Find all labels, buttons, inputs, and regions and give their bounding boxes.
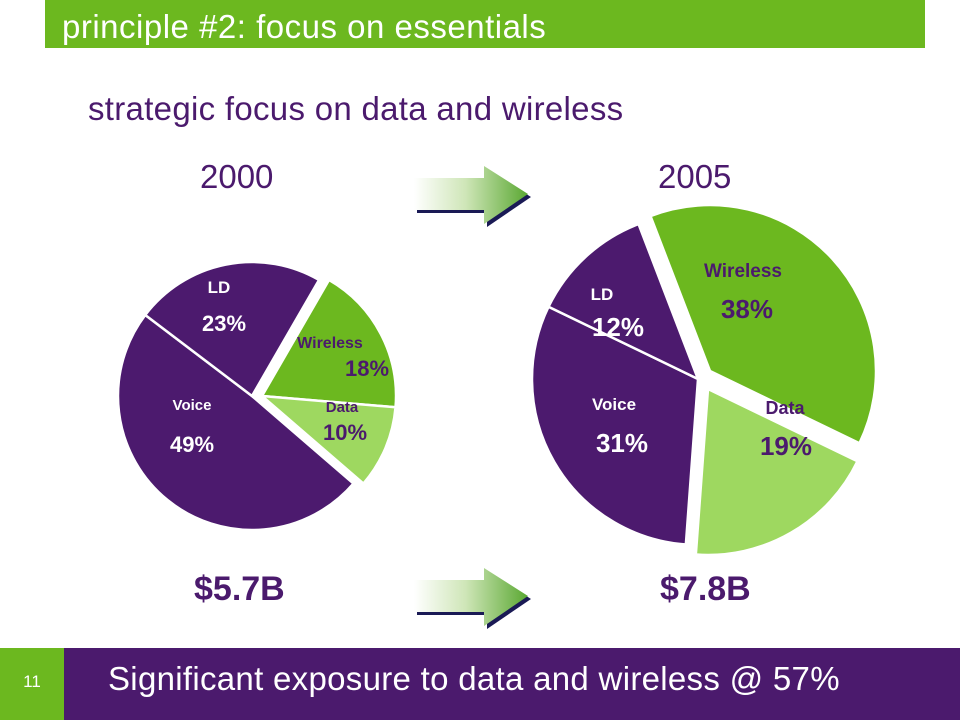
- pie-slice-wireless: [648, 203, 878, 445]
- takeaway-bar: [0, 648, 960, 720]
- slide-subtitle: strategic focus on data and wireless: [88, 90, 624, 127]
- slice-label-data: Data: [326, 399, 359, 416]
- arrow-right-icon: [414, 166, 531, 227]
- pie-slice-data: [258, 394, 397, 486]
- slice-value-data: 10%: [323, 420, 367, 445]
- slice-value-ld: 23%: [202, 311, 246, 336]
- pie-slice-voice: [530, 305, 700, 546]
- slice-value-data: 19%: [760, 431, 812, 461]
- slide-title: principle #2: focus on essentials: [62, 8, 547, 45]
- slice-value-voice: 31%: [596, 428, 648, 458]
- slice-label-wireless: Wireless: [704, 261, 782, 282]
- slice-value-wireless: 18%: [345, 356, 389, 381]
- slice-label-ld: LD: [591, 285, 614, 304]
- slice-value-voice: 49%: [170, 432, 214, 457]
- year-label-2000: 2000: [200, 158, 274, 195]
- pie-slice-data: [694, 387, 860, 557]
- pie-slice-ld: [143, 260, 321, 398]
- slice-label-voice: Voice: [592, 395, 636, 414]
- pie-slice-voice: [116, 313, 356, 532]
- slice-label-data: Data: [765, 398, 805, 418]
- revenue-total-2000: $5.7B: [194, 570, 285, 608]
- year-label-2005: 2005: [658, 158, 732, 195]
- revenue-total-2005: $7.8B: [660, 570, 751, 608]
- arrow-right-icon: [414, 568, 531, 629]
- pie-slice-ld: [546, 222, 701, 382]
- title-bar: [45, 0, 925, 48]
- takeaway-text: Significant exposure to data and wireles…: [108, 660, 840, 697]
- slice-label-voice: Voice: [173, 397, 212, 414]
- slice-value-ld: 12%: [592, 312, 644, 342]
- slice-value-wireless: 38%: [721, 294, 773, 324]
- page-number: 11: [23, 672, 41, 691]
- slice-label-ld: LD: [208, 278, 231, 297]
- slice-label-wireless: Wireless: [297, 335, 363, 352]
- pie-slice-wireless: [259, 278, 398, 409]
- page-number-box: [0, 648, 64, 720]
